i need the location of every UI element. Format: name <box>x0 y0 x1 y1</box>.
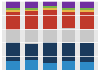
Bar <box>25 44 38 60</box>
Bar <box>43 6 57 8</box>
Bar <box>25 60 38 70</box>
Bar <box>62 10 75 12</box>
Bar <box>25 1 38 8</box>
Bar <box>6 1 20 8</box>
Bar <box>6 8 20 10</box>
Bar <box>80 1 94 8</box>
Bar <box>6 12 20 30</box>
Bar <box>25 29 38 44</box>
Bar <box>80 8 94 10</box>
Bar <box>6 30 20 42</box>
Bar <box>62 28 75 43</box>
Bar <box>80 29 94 43</box>
Bar <box>6 42 20 61</box>
Bar <box>80 12 94 29</box>
Bar <box>62 1 75 8</box>
Bar <box>43 10 57 29</box>
Bar <box>25 8 38 10</box>
Bar <box>6 10 20 12</box>
Bar <box>43 8 57 10</box>
Bar <box>6 61 20 70</box>
Bar <box>80 10 94 12</box>
Bar <box>62 8 75 10</box>
Bar <box>62 61 75 70</box>
Bar <box>62 43 75 61</box>
Bar <box>25 10 38 11</box>
Bar <box>43 42 57 63</box>
Bar <box>43 63 57 70</box>
Bar <box>43 1 57 6</box>
Bar <box>25 11 38 29</box>
Bar <box>43 29 57 42</box>
Bar <box>80 62 94 70</box>
Bar <box>80 43 94 62</box>
Bar <box>62 12 75 28</box>
